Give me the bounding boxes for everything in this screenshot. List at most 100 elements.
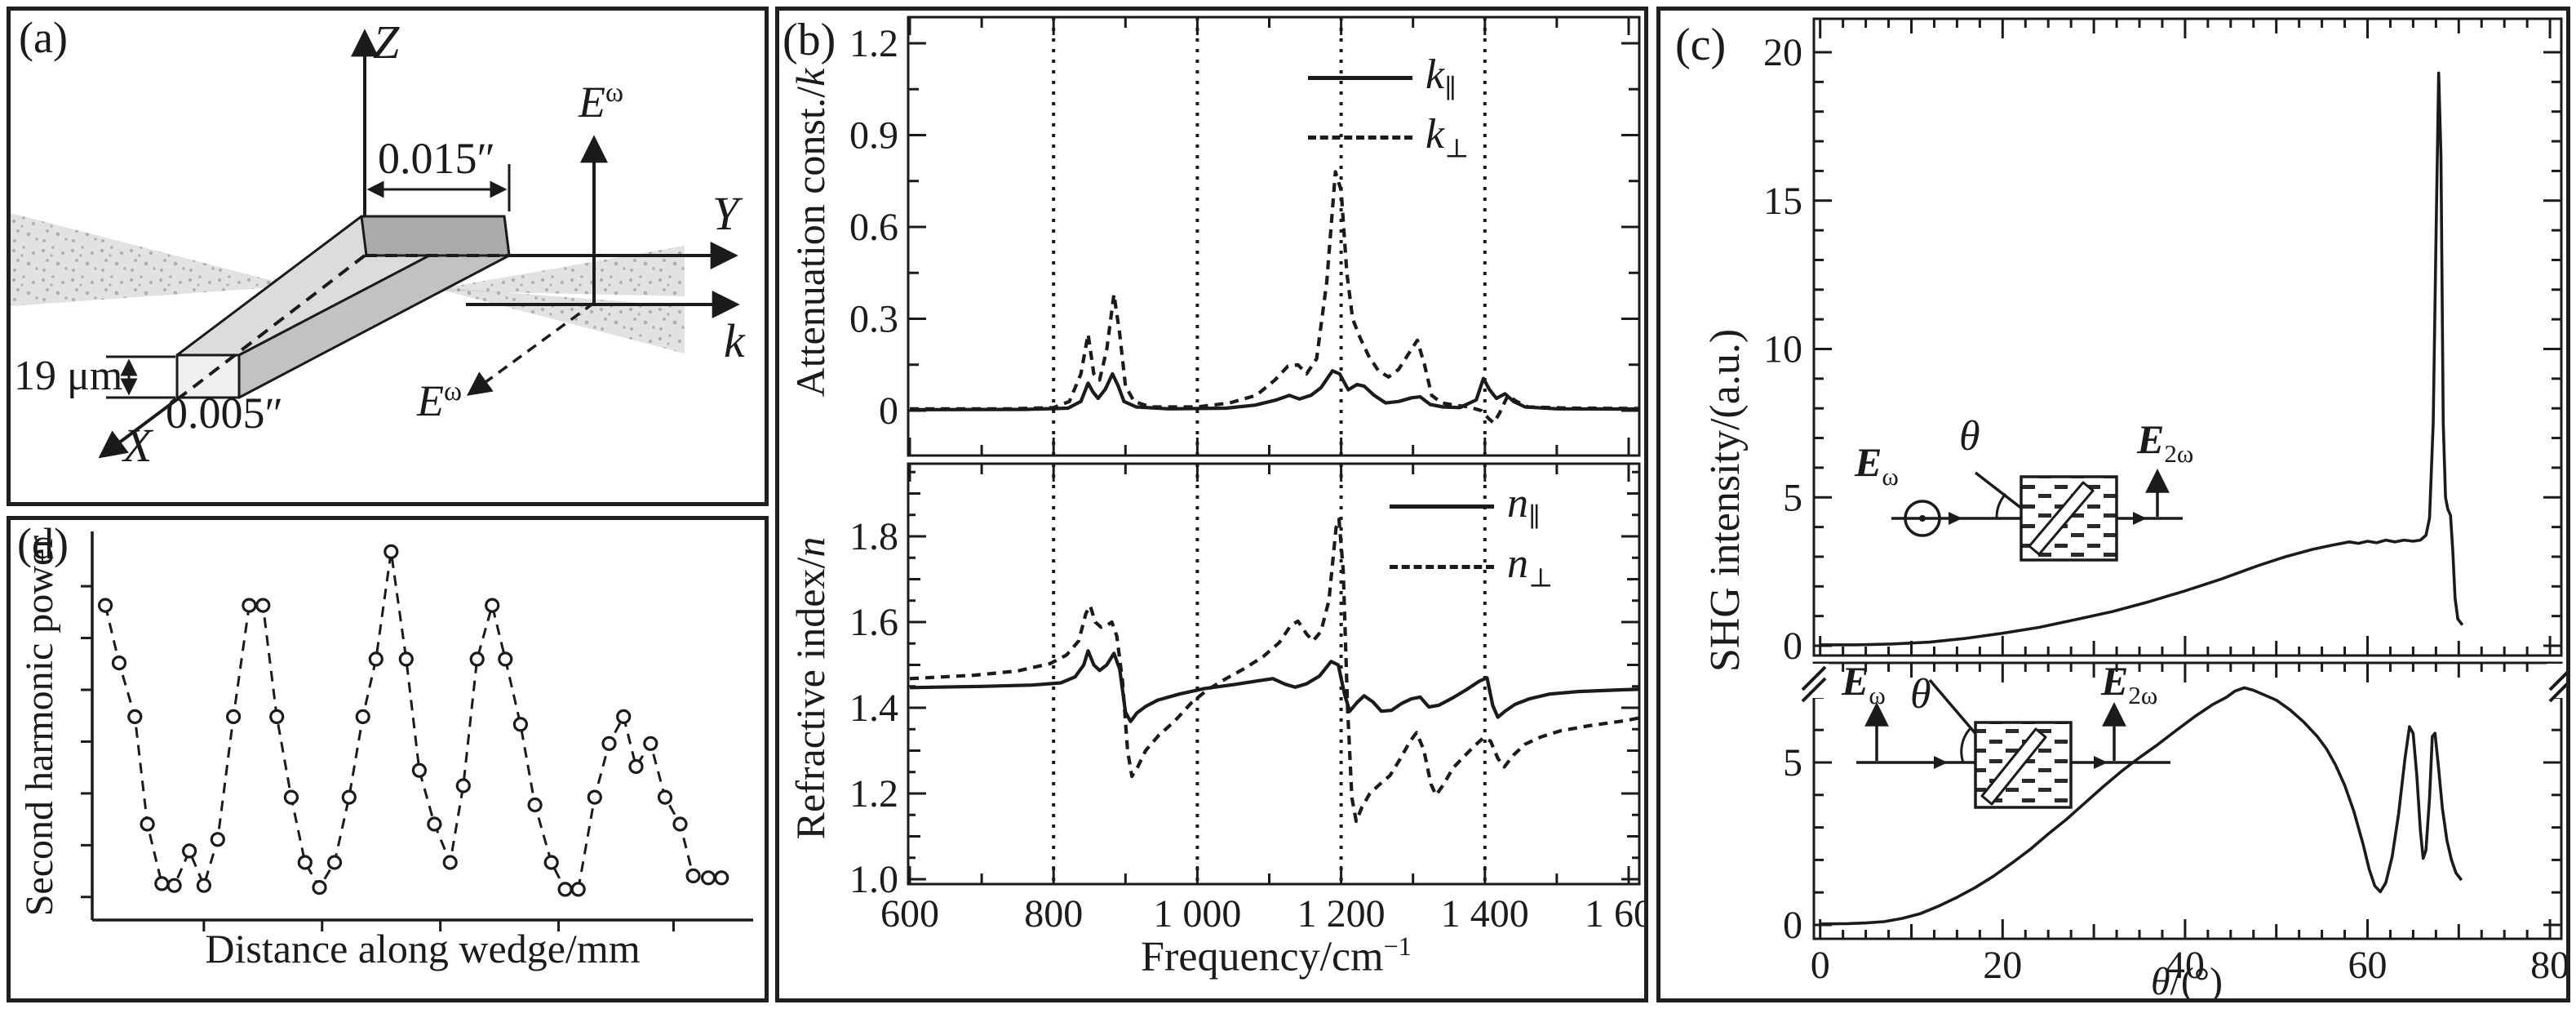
d-series bbox=[97, 544, 729, 897]
data-point bbox=[140, 816, 155, 832]
data-point bbox=[442, 855, 458, 870]
data-point bbox=[628, 758, 644, 775]
legend-line-dashed bbox=[1390, 564, 1494, 569]
svg-text:0: 0 bbox=[1811, 944, 1830, 987]
legend-line-solid bbox=[1390, 504, 1494, 509]
panel-d-x-axis-title: Distance along wedge/mm bbox=[205, 926, 641, 971]
panel-d-canvas bbox=[81, 531, 753, 931]
data-point bbox=[512, 717, 529, 732]
panel-c-x-axis-title: θ/(°) bbox=[2150, 960, 2224, 1002]
c-tick-labels: 0 5 10 15 20 0 5 0 20 40 60 80 bbox=[1763, 31, 2569, 987]
data-point bbox=[312, 880, 327, 896]
svg-text:1.2: 1.2 bbox=[849, 22, 898, 65]
data-point bbox=[455, 778, 471, 793]
data-point bbox=[570, 882, 586, 897]
svg-text:800: 800 bbox=[1024, 892, 1083, 936]
b-bottom-series-1 bbox=[909, 517, 1639, 824]
svg-text:1 600: 1 600 bbox=[1585, 892, 1648, 936]
svg-text:1 400: 1 400 bbox=[1441, 892, 1529, 936]
data-point bbox=[485, 598, 500, 613]
panel-b-tag: (b) bbox=[783, 15, 836, 65]
panel-b-spectra: 0 0.3 0.6 0.9 1.2 1.0 1.2 1.4 1.6 1.8 600 800 1 000 1… bbox=[775, 7, 1648, 1002]
data-point bbox=[326, 855, 343, 870]
inset-top-e-in-label: Eω bbox=[1855, 439, 1899, 491]
legend-label: k∥ bbox=[1425, 51, 1456, 104]
svg-text:1 000: 1 000 bbox=[1153, 892, 1241, 936]
data-point bbox=[368, 651, 384, 667]
panel-a-canvas bbox=[11, 29, 740, 459]
legend-k-perpendicular: k⊥ bbox=[1308, 113, 1469, 162]
svg-text:10: 10 bbox=[1763, 328, 1802, 371]
e-field-diagonal-arrow bbox=[466, 301, 596, 396]
b-bottom-series-0 bbox=[909, 649, 1639, 723]
k-vector-label: k bbox=[724, 314, 745, 367]
data-point bbox=[427, 816, 442, 832]
svg-text:0.3: 0.3 bbox=[849, 298, 898, 341]
legend-line-dashed bbox=[1308, 135, 1412, 140]
data-point bbox=[685, 868, 701, 883]
data-point bbox=[384, 544, 399, 559]
svg-text:0: 0 bbox=[1783, 625, 1802, 668]
x-axis bbox=[98, 391, 188, 459]
data-point bbox=[97, 598, 113, 613]
svg-text:5: 5 bbox=[1783, 476, 1802, 519]
inset-top-e-out-label: E2ω bbox=[2137, 416, 2194, 468]
data-point bbox=[182, 843, 197, 859]
svg-text:1 200: 1 200 bbox=[1297, 892, 1386, 936]
data-point bbox=[700, 870, 716, 886]
z-axis-label: Z bbox=[373, 16, 400, 69]
data-point bbox=[255, 598, 271, 613]
crystal-axis-dashed bbox=[184, 254, 366, 394]
svg-text:15: 15 bbox=[1763, 180, 1802, 223]
b-tick-labels: 0 0.3 0.6 0.9 1.2 1.0 1.2 1.4 1.6 1.8 600 800 1 000 1… bbox=[849, 22, 1648, 936]
data-point bbox=[355, 709, 370, 724]
b-top-series-0 bbox=[909, 369, 1639, 411]
b-top-frame bbox=[907, 16, 1641, 457]
inset-bottom-theta-label: θ bbox=[1910, 671, 1931, 718]
data-point bbox=[498, 651, 513, 667]
c-top-inset-diagram bbox=[1891, 469, 2183, 562]
panel-b-top-y-axis-title: Attenuation const./k bbox=[787, 68, 833, 398]
svg-text:40: 40 bbox=[2166, 944, 2205, 987]
svg-text:1.6: 1.6 bbox=[849, 601, 898, 644]
x-axis-label: X bbox=[123, 419, 153, 472]
panel-a-schematic: (a) Z Y k X Eω Eω 0.015″ 19 μm 0.005″ bbox=[7, 7, 769, 506]
c-ticks bbox=[1814, 19, 2561, 939]
legend-line-solid bbox=[1308, 75, 1412, 80]
e-field-vertical-label: Eω bbox=[579, 78, 624, 127]
svg-text:80: 80 bbox=[2530, 944, 2569, 987]
panel-c-canvas: 0 5 10 15 20 0 5 0 20 40 60 80 bbox=[1763, 17, 2569, 987]
dim-height: 19 μm bbox=[14, 353, 123, 399]
svg-text:1.4: 1.4 bbox=[849, 687, 898, 730]
dimension-marks bbox=[106, 164, 511, 399]
data-point bbox=[210, 832, 225, 847]
d-ticks bbox=[81, 585, 675, 931]
c-top-series bbox=[1820, 71, 2464, 647]
c-top-frame bbox=[1812, 17, 2563, 657]
data-point bbox=[398, 651, 414, 667]
data-point bbox=[469, 651, 485, 667]
panel-b-x-axis-title: Frequency/cm−1 bbox=[1141, 931, 1412, 980]
svg-text:20: 20 bbox=[1983, 944, 2022, 987]
data-point bbox=[111, 656, 127, 671]
data-point bbox=[226, 709, 242, 724]
data-point bbox=[127, 709, 143, 724]
panel-d-maker-fringes: (d) Second harmonic power Distance along… bbox=[7, 516, 769, 1002]
y-axis-label: Y bbox=[712, 187, 739, 240]
wedge-crystal bbox=[175, 215, 511, 399]
svg-text:1.2: 1.2 bbox=[849, 772, 898, 816]
data-point bbox=[527, 797, 543, 813]
data-point bbox=[557, 882, 573, 897]
dim-bottom-width: 0.005″ bbox=[166, 389, 283, 438]
svg-text:0.9: 0.9 bbox=[849, 114, 898, 158]
b-ticks bbox=[908, 17, 1639, 884]
panel-b-canvas: 0 0.3 0.6 0.9 1.2 1.0 1.2 1.4 1.6 1.8 600 800 1 000 1… bbox=[849, 16, 1644, 936]
data-point bbox=[714, 870, 729, 886]
svg-text:5: 5 bbox=[1783, 741, 1802, 785]
legend-n-perpendicular: n⊥ bbox=[1390, 543, 1553, 591]
data-point bbox=[297, 855, 313, 870]
panel-d-y-axis-title: Second harmonic power bbox=[18, 535, 61, 917]
b-gridlines bbox=[1052, 17, 1487, 884]
panel-c-y-axis-title: SHG intensity/(a.u.) bbox=[1702, 328, 1749, 673]
legend-k-parallel: k∥ bbox=[1308, 54, 1456, 102]
